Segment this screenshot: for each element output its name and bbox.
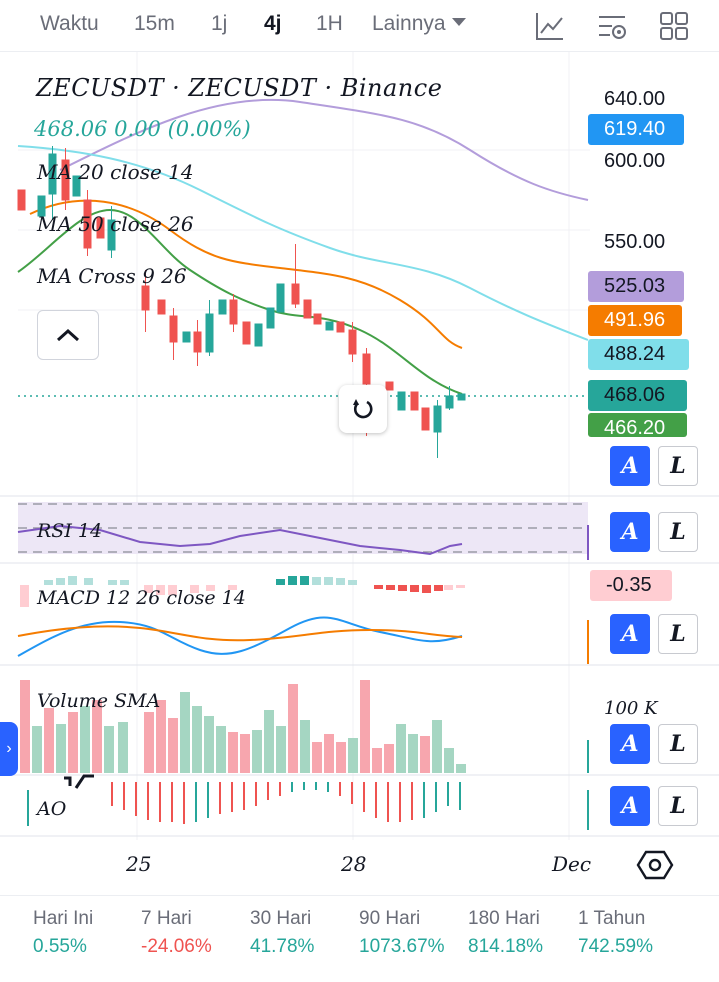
ao-histogram [27,782,589,830]
rsi-auto-scale-button[interactable]: A [610,512,650,552]
rsi-label[interactable]: RSI 14 [37,520,103,542]
candlesticks [17,146,466,458]
volume-bars [20,680,466,773]
perf-30d[interactable]: 30 Hari 41.78% [250,908,314,958]
macross-label[interactable]: MA Cross 9 26 [37,264,187,288]
more-label: Lainnya [372,12,446,35]
perf-7d[interactable]: 7 Hari -24.06% [141,908,212,958]
log-scale-button[interactable]: L [658,446,698,486]
price-tag-491: 491.96 [588,305,682,336]
volume-auto-scale-button[interactable]: A [610,724,650,764]
ao-label[interactable]: AO [37,798,67,820]
chevron-up-icon [56,328,80,342]
perf-value: 41.78% [250,936,315,957]
caret-down-icon [451,18,466,26]
timeframe-more-dropdown[interactable]: Lainnya [372,12,466,36]
rsi-line [17,524,463,556]
ma-green-line [17,208,463,395]
symbol-title: ZECUSDT · ZECUSDT · Binance [36,74,443,102]
chart-settings-hexagon-icon[interactable] [636,846,674,884]
time-axis-label: 28 [341,852,367,876]
chevron-right-icon: › [6,740,12,757]
perf-90d[interactable]: 90 Hari 1073.67% [359,908,445,958]
price-chart-canvas[interactable] [0,52,719,895]
price-axis-label: 600.00 [604,150,666,172]
perf-value: -24.06% [141,936,212,957]
perf-value: 1073.67% [359,936,445,957]
volume-axis-label: 100 K [604,698,658,719]
performance-strip: Hari Ini 0.55% 7 Hari -24.06% 30 Hari 41… [0,895,719,982]
ao-log-scale-button[interactable]: L [658,786,698,826]
timeframe-time-button[interactable]: Waktu [40,12,99,35]
ma50-label[interactable]: MA 50 close 26 [37,212,194,236]
ma-cyan-line [17,145,589,341]
auto-scale-button[interactable]: A [610,446,650,486]
price-change-line: 468.06 0.00 (0.00%) [34,117,251,141]
perf-label: 7 Hari [141,908,192,929]
time-axis-label: 25 [126,852,152,876]
ao-auto-scale-button[interactable]: A [610,786,650,826]
perf-1y[interactable]: 1 Tahun 742.59% [578,908,653,958]
reset-chart-button[interactable] [339,385,387,433]
layouts-grid-icon[interactable] [658,10,690,42]
timeframe-1h-button[interactable]: 1H [316,12,343,35]
top-toolbar: Waktu 15m 1j 4j 1H Lainnya [0,0,719,52]
volume-log-scale-button[interactable]: L [658,724,698,764]
time-axis-label: Dec [552,852,592,876]
perf-value: 742.59% [578,936,654,957]
price-tag-619: 619.40 [588,114,684,145]
price-tag-468: 468.06 [588,380,687,411]
macd-value-tag: -0.35 [590,570,672,601]
price-tag-466: 466.20 [588,413,687,437]
price-tag-525: 525.03 [588,271,684,302]
macd-log-scale-button[interactable]: L [658,614,698,654]
perf-180d[interactable]: 180 Hari 814.18% [468,908,543,958]
ma-orange-line [29,199,463,349]
tradingview-logo-fragment [64,774,94,789]
collapse-indicators-button[interactable] [37,310,99,360]
macd-line [17,616,463,657]
perf-label: 180 Hari [468,908,540,929]
perf-label: Hari Ini [33,908,94,929]
pane-separators [0,495,719,837]
chart-indicators-icon[interactable] [534,10,566,42]
rsi-levels [18,503,588,553]
timeframe-15m-button[interactable]: 15m [134,12,175,35]
side-panel-toggle[interactable]: › [0,722,18,776]
macd-auto-scale-button[interactable]: A [610,614,650,654]
volume-label[interactable]: Volume SMA [37,690,161,712]
perf-value: 0.55% [33,936,87,957]
price-axis-label: 640.00 [604,88,666,110]
perf-label: 30 Hari [250,908,312,929]
perf-today[interactable]: Hari Ini 0.55% [33,908,93,958]
macd-signal-line [17,625,463,642]
rotate-reset-icon [353,399,373,419]
perf-label: 1 Tahun [578,908,646,929]
rsi-log-scale-button[interactable]: L [658,512,698,552]
perf-value: 814.18% [468,936,544,957]
macd-label[interactable]: MACD 12 26 close 14 [37,587,246,609]
macd-histogram [20,576,465,607]
ma20-label[interactable]: MA 20 close 14 [37,160,194,184]
price-tag-488: 488.24 [588,339,689,370]
price-axis-label: 550.00 [604,231,666,253]
timeframe-4j-button[interactable]: 4j [264,12,282,35]
timeframe-1j-button[interactable]: 1j [211,12,228,35]
ma-purple-line [59,98,589,201]
chart-settings-icon[interactable] [596,10,628,42]
perf-label: 90 Hari [359,908,421,929]
